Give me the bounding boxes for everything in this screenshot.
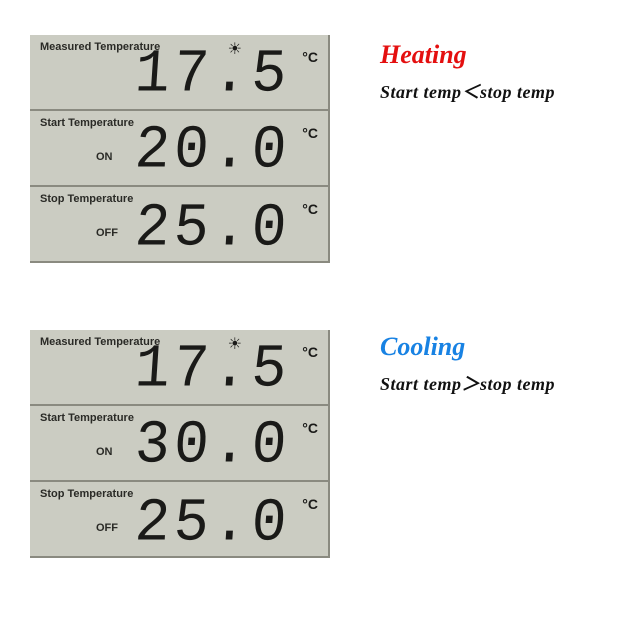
unit-label: °C (302, 49, 318, 65)
row-start: Start Temperature ON 30.0 °C (30, 406, 328, 482)
heating-rule: Start temp＜stop temp (380, 78, 630, 104)
lcd-panel-cooling: Measured Temperature ☀ 17.5 °C Start Tem… (30, 330, 330, 558)
digit-value: 17.5 (133, 341, 292, 402)
row-stop: Stop Temperature OFF 25.0 °C (30, 187, 328, 263)
cooling-title: Cooling (380, 332, 630, 362)
row-measured: Measured Temperature ☀ 17.5 °C (30, 330, 328, 406)
row-stop: Stop Temperature OFF 25.0 °C (30, 482, 328, 558)
row-sub: OFF (96, 227, 118, 239)
heating-text: Heating Start temp＜stop temp (380, 40, 630, 104)
unit-label: °C (302, 496, 318, 512)
row-sub: OFF (96, 522, 118, 534)
unit-label: °C (302, 125, 318, 141)
row-measured: Measured Temperature ☀ 17.5 °C (30, 35, 328, 111)
row-label: Stop Temperature (40, 193, 133, 205)
digit-value: 30.0 (133, 417, 292, 478)
cooling-rule: Start temp＞stop temp (380, 370, 630, 396)
heating-title: Heating (380, 40, 630, 70)
digit-value: 25.0 (133, 200, 292, 261)
row-label: Stop Temperature (40, 488, 133, 500)
row-label: Start Temperature (40, 117, 134, 129)
unit-label: °C (302, 420, 318, 436)
row-start: Start Temperature ON 20.0 °C (30, 111, 328, 187)
row-sub: ON (96, 446, 113, 458)
unit-label: °C (302, 201, 318, 217)
cooling-text: Cooling Start temp＞stop temp (380, 332, 630, 396)
row-label: Start Temperature (40, 412, 134, 424)
digit-value: 25.0 (133, 495, 292, 556)
digit-value: 20.0 (133, 122, 292, 183)
digit-value: 17.5 (133, 46, 292, 107)
row-sub: ON (96, 151, 113, 163)
lcd-panel-heating: Measured Temperature ☀ 17.5 °C Start Tem… (30, 35, 330, 263)
unit-label: °C (302, 344, 318, 360)
